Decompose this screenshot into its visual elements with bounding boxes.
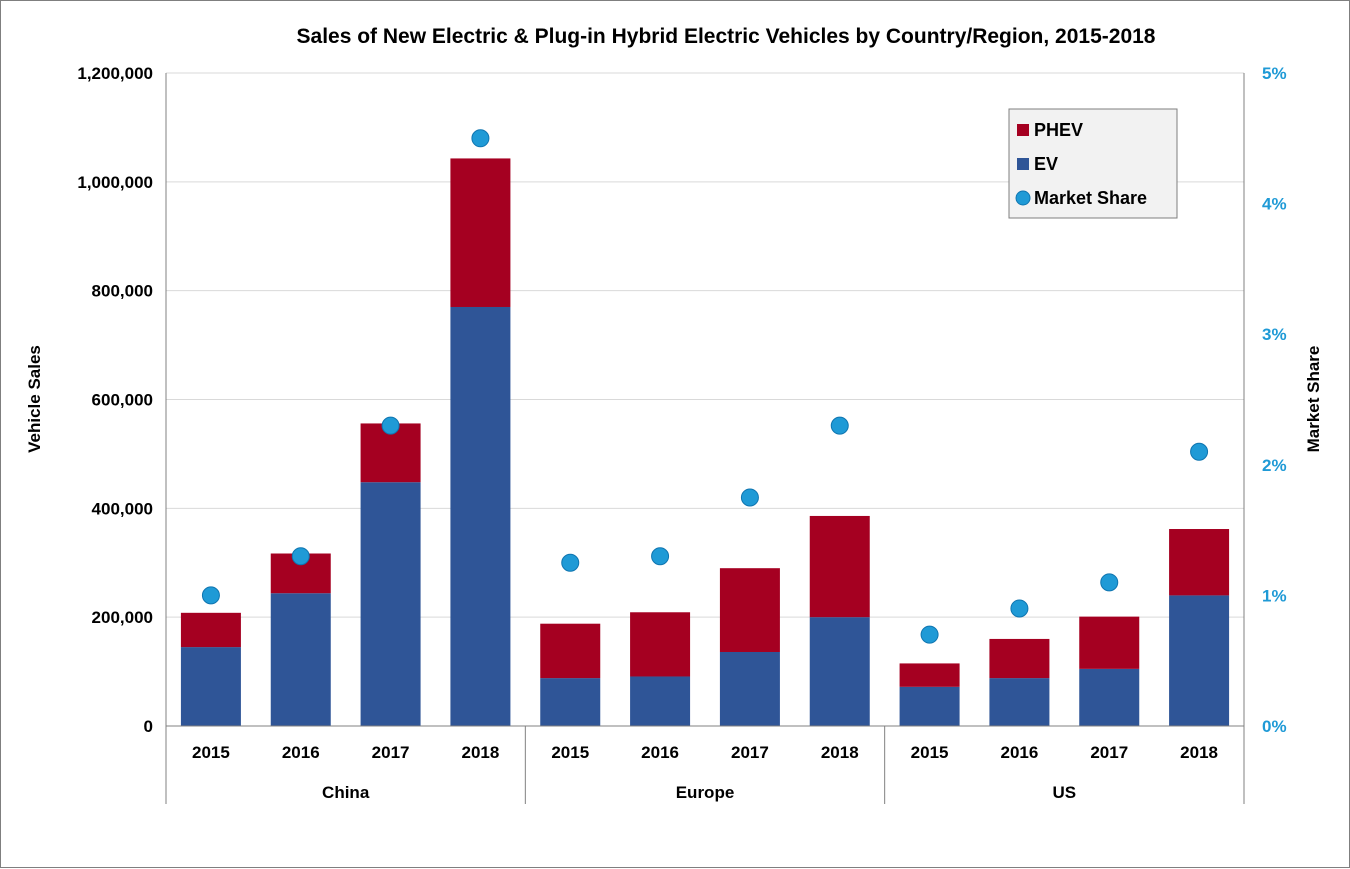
ev-bar [450,306,511,726]
market-share-point [561,553,580,572]
market-share-point [381,416,400,435]
y-tick-label: 1,200,000 [77,64,153,83]
legend-label: EV [1034,154,1058,174]
phev-bar [1079,616,1140,669]
legend-swatch-ev [1017,158,1029,170]
legend-marker-market-share [1015,190,1031,206]
market-share-point [830,416,849,435]
phev-bar [630,612,691,677]
axes [165,73,1245,804]
phev-bar [180,612,241,648]
legend-swatch-phev [1017,124,1029,136]
x-tick-label: 2018 [1180,743,1218,762]
gridlines [166,72,1244,618]
phev-bar [540,623,601,679]
market-share-point [1010,599,1029,618]
legend-box [1008,108,1178,219]
y2-tick-label: 2% [1262,456,1287,475]
ev-bar [540,678,601,726]
ev-bar [809,617,870,726]
y-tick-label: 1,000,000 [77,173,153,192]
y-tick-label: 0 [144,717,153,736]
y2-tick-labels: 0% 1% 2% 3% 4% 5% [1262,64,1287,736]
ev-bar [270,593,331,726]
ev-bar [1169,595,1230,726]
market-share-point [1190,442,1209,461]
phev-bar [1169,529,1230,596]
x-tick-label: 2016 [641,743,679,762]
phev-bar [899,663,960,687]
x-tick-label: 2017 [1090,743,1128,762]
phev-bar [450,158,511,307]
ev-bar [899,686,960,726]
phev-bar [989,638,1050,679]
market-share-point [201,586,220,605]
y-tick-label: 600,000 [92,391,153,410]
legend: PHEV EV Market Share [1008,108,1178,219]
y2-tick-label: 1% [1262,586,1287,605]
y-tick-label: 400,000 [92,499,153,518]
group-label: China [322,783,370,802]
y2-tick-label: 0% [1262,717,1287,736]
ev-bar [630,676,691,726]
bars [180,158,1230,726]
ev-bar [360,482,421,726]
y2-tick-label: 5% [1262,64,1287,83]
market-share-point [740,488,759,507]
x-tick-label: 2016 [1001,743,1039,762]
chart-title: Sales of New Electric & Plug-in Hybrid E… [297,25,1156,48]
market-share-point [1100,573,1119,592]
y-axis-label: Vehicle Sales [25,345,44,453]
x-tick-label: 2018 [462,743,500,762]
legend-label: PHEV [1034,120,1083,140]
ev-bar [1079,668,1140,726]
y2-tick-label: 3% [1262,325,1287,344]
x-tick-label: 2015 [192,743,230,762]
market-share-point [920,625,939,644]
phev-bar [809,515,870,618]
x-tick-label: 2017 [731,743,769,762]
ev-bar [719,651,780,726]
ev-bar [989,678,1050,726]
y-tick-labels: 0 200,000 400,000 600,000 800,000 1,000,000 1,… [77,64,153,736]
market-share-points [201,129,1209,644]
x-tick-label: 2015 [911,743,949,762]
y-tick-label: 800,000 [92,282,153,301]
x-tick-label: 2017 [372,743,410,762]
group-label: US [1053,783,1077,802]
phev-bar [719,568,780,652]
y-tick-label: 200,000 [92,608,153,627]
market-share-point [651,547,670,566]
ev-bar [180,647,241,726]
group-label: Europe [676,783,735,802]
market-share-point [471,129,490,148]
y2-tick-label: 4% [1262,195,1287,214]
y2-axis-label: Market Share [1304,346,1323,453]
x-tick-label: 2016 [282,743,320,762]
legend-label: Market Share [1034,188,1147,208]
x-tick-label: 2015 [551,743,589,762]
x-tick-label: 2018 [821,743,859,762]
market-share-point [291,547,310,566]
x-tick-labels: 2015 2016 2017 2018 China 2015 2016 2017 2018 Eur… [192,743,1218,802]
